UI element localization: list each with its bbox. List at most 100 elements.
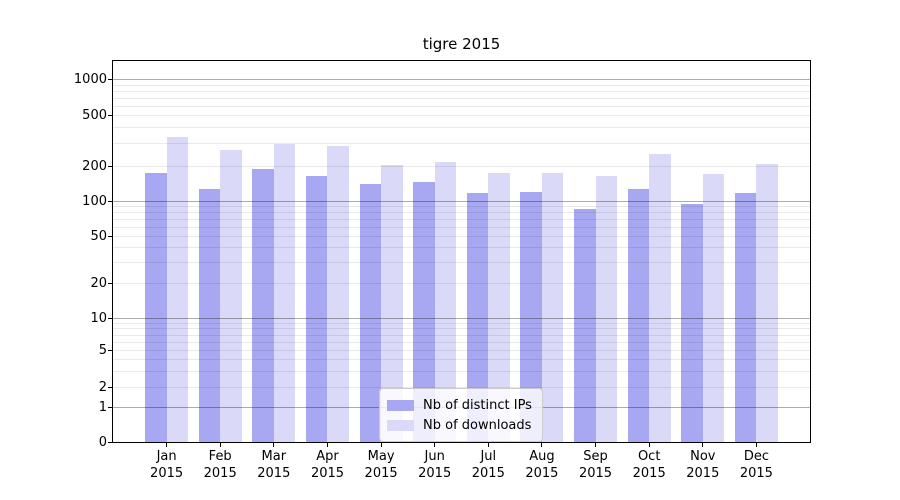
- y-tick-mark: [108, 406, 113, 408]
- gridline-major: [113, 318, 810, 319]
- gridline-minor: [113, 105, 810, 107]
- y-tick-label: 50: [90, 228, 107, 244]
- x-tick-label: Sep 2015: [578, 449, 613, 481]
- gridline-minor: [113, 387, 810, 388]
- x-tick-mark: [273, 443, 275, 447]
- x-tick-label: Oct 2015: [632, 449, 666, 481]
- x-tick-mark: [434, 443, 436, 447]
- y-tick-mark: [108, 114, 113, 116]
- bar-downloads: [756, 164, 778, 442]
- y-tick-label: 500: [82, 107, 107, 123]
- bar-distinct-ips: [252, 169, 274, 442]
- bar-downloads: [488, 172, 510, 442]
- gridline-minor: [113, 334, 810, 336]
- x-tick-mark: [327, 443, 328, 447]
- y-tick-mark: [108, 386, 113, 388]
- bar-downloads: [381, 165, 403, 442]
- x-tick-label: Mar 2015: [257, 449, 291, 481]
- bar-distinct-ips: [198, 188, 221, 442]
- y-tick-mark: [108, 349, 113, 351]
- y-tick-label: 10: [90, 310, 107, 326]
- gridline-minor: [113, 247, 810, 249]
- bar-downloads: [166, 137, 189, 442]
- bar-distinct-ips: [734, 193, 757, 442]
- gridline-minor: [113, 84, 810, 86]
- x-tick-mark: [380, 443, 382, 447]
- y-tick-mark: [108, 441, 113, 443]
- gridline-minor: [113, 212, 810, 214]
- x-tick-label: Aug 2015: [525, 449, 559, 481]
- y-tick-label: 5: [98, 342, 107, 358]
- chart-title: tigre 2015: [422, 35, 501, 53]
- x-tick-mark: [648, 443, 650, 447]
- plot-area: [112, 60, 811, 443]
- legend-swatch-distinct-ips: [387, 399, 414, 411]
- gridline-minor: [113, 166, 810, 167]
- bar-downloads: [649, 153, 671, 442]
- y-tick-mark: [108, 78, 113, 80]
- gridline-minor: [113, 236, 810, 237]
- legend: Nb of distinct IPs Nb of downloads: [379, 388, 543, 442]
- gridline-minor: [113, 90, 810, 92]
- gridline-minor: [113, 115, 810, 116]
- gridline-major: [113, 79, 810, 80]
- x-tick-mark: [541, 443, 543, 447]
- y-tick-label: 1: [98, 399, 107, 415]
- bar-downloads: [434, 162, 457, 442]
- bar-distinct-ips: [413, 181, 435, 442]
- gridline-minor: [113, 350, 810, 351]
- gridline-minor: [113, 328, 810, 330]
- x-tick-label: Jul 2015: [471, 449, 505, 481]
- y-tick-label: 2: [98, 379, 107, 395]
- y-tick-mark: [108, 165, 113, 167]
- bar-downloads: [595, 175, 618, 442]
- bar-distinct-ips: [466, 193, 489, 442]
- legend-swatch-downloads: [387, 419, 414, 431]
- gridline-minor: [113, 143, 810, 145]
- gridline-minor: [113, 359, 810, 360]
- x-tick-label: Jan 2015: [150, 449, 184, 481]
- gridline-minor: [113, 322, 810, 324]
- legend-item: Nb of distinct IPs: [387, 398, 542, 413]
- x-tick-mark: [702, 443, 704, 447]
- bar-distinct-ips: [681, 204, 703, 442]
- gridline-minor: [113, 127, 810, 129]
- y-tick-mark: [108, 200, 113, 202]
- x-tick-mark: [595, 443, 596, 447]
- x-tick-mark: [487, 443, 489, 447]
- bar-distinct-ips: [574, 208, 596, 442]
- gridline-minor: [113, 262, 810, 264]
- bar-downloads: [220, 150, 242, 442]
- y-tick-mark: [108, 282, 113, 284]
- bar-distinct-ips: [359, 184, 382, 442]
- bar-distinct-ips: [145, 172, 167, 442]
- legend-item: Nb of downloads: [387, 418, 542, 433]
- y-tick-label: 1000: [73, 71, 107, 87]
- y-tick-mark: [108, 317, 113, 319]
- bar-downloads: [541, 172, 564, 442]
- gridline-minor: [113, 283, 810, 284]
- gridline-minor: [113, 206, 810, 208]
- x-tick-label: Jun 2015: [418, 449, 452, 481]
- y-tick-label: 20: [90, 275, 107, 291]
- gridline-minor: [113, 370, 810, 372]
- x-tick-label: Nov 2015: [686, 449, 720, 481]
- x-tick-label: Feb 2015: [203, 449, 237, 481]
- x-tick-mark: [166, 443, 168, 447]
- y-tick-label: 200: [82, 158, 107, 174]
- x-tick-mark: [755, 443, 757, 447]
- bar-distinct-ips: [520, 192, 542, 442]
- gridline-minor: [113, 219, 810, 220]
- x-tick-label: Apr 2015: [310, 449, 345, 481]
- x-tick-label: May 2015: [364, 449, 398, 481]
- y-tick-mark: [108, 235, 113, 237]
- gridline-major: [113, 201, 810, 202]
- bar-downloads: [327, 145, 349, 442]
- bar-downloads: [702, 173, 725, 442]
- gridline-minor: [113, 226, 810, 228]
- gridline-minor: [113, 97, 810, 99]
- legend-item-label: Nb of downloads: [423, 417, 532, 433]
- y-tick-label: 0: [98, 434, 107, 450]
- gridline-minor: [113, 341, 810, 343]
